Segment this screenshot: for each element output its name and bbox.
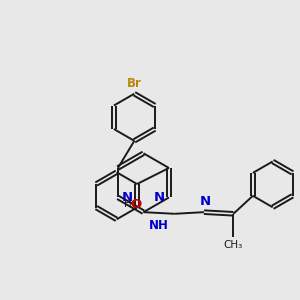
Text: N: N [154, 191, 165, 204]
Text: H: H [124, 199, 132, 209]
Text: O: O [131, 198, 142, 211]
Text: NH: NH [149, 219, 169, 232]
Text: N: N [200, 195, 211, 208]
Text: Br: Br [127, 77, 142, 90]
Text: N: N [122, 191, 133, 204]
Text: CH₃: CH₃ [224, 240, 243, 250]
